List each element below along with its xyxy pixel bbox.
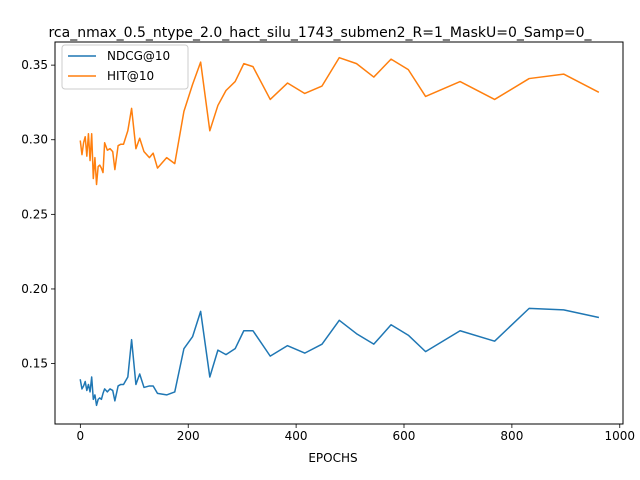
x-tick-label: 400 bbox=[285, 429, 308, 443]
x-tick-label: 600 bbox=[393, 429, 416, 443]
x-tick-label: 800 bbox=[500, 429, 523, 443]
chart-title: rca_nmax_0.5_ntype_2.0_hact_silu_1743_su… bbox=[48, 25, 592, 41]
x-tick-label: 1000 bbox=[604, 429, 635, 443]
legend-entry: NDCG@10 bbox=[107, 49, 170, 63]
y-tick-label: 0.15 bbox=[21, 357, 48, 371]
legend-entry: HIT@10 bbox=[107, 69, 154, 83]
y-tick-label: 0.30 bbox=[21, 133, 48, 147]
y-tick-label: 0.25 bbox=[21, 207, 48, 221]
plot-area bbox=[79, 56, 600, 407]
x-axis-label: EPOCHS bbox=[308, 451, 357, 465]
y-tick-label: 0.20 bbox=[21, 282, 48, 296]
series-line-hit-10 bbox=[79, 56, 600, 186]
series-line-ndcg-10 bbox=[79, 307, 600, 407]
x-tick-label: 200 bbox=[177, 429, 200, 443]
series-layer bbox=[79, 56, 600, 407]
legend: NDCG@10 HIT@10 bbox=[61, 44, 189, 90]
y-tick-label: 0.35 bbox=[21, 58, 48, 72]
y-axis: 0.15 0.20 0.25 0.30 0.35 bbox=[21, 58, 55, 371]
x-axis: 0 200 400 600 800 1000 bbox=[77, 424, 635, 443]
x-tick-label: 0 bbox=[77, 429, 85, 443]
plot-frame bbox=[54, 41, 624, 425]
